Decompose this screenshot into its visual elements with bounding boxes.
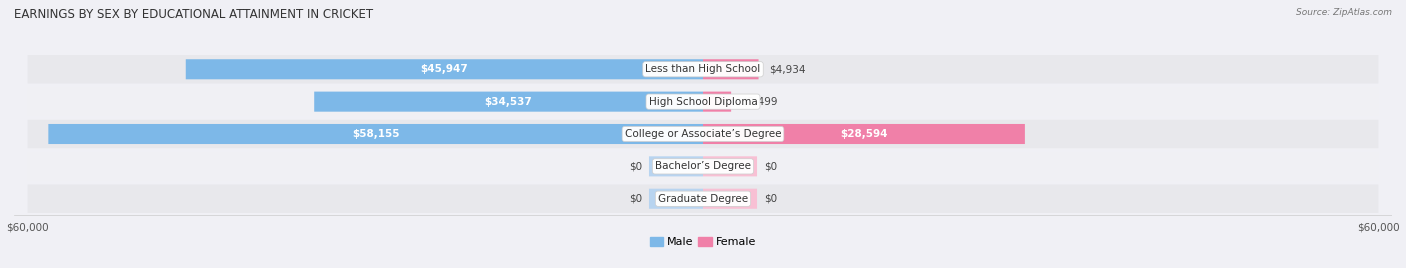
FancyBboxPatch shape	[28, 120, 1378, 148]
FancyBboxPatch shape	[703, 124, 1025, 144]
Text: $0: $0	[763, 194, 778, 204]
Text: $28,594: $28,594	[841, 129, 887, 139]
Text: College or Associate’s Degree: College or Associate’s Degree	[624, 129, 782, 139]
Text: Bachelor’s Degree: Bachelor’s Degree	[655, 161, 751, 171]
Text: $34,537: $34,537	[485, 97, 533, 107]
FancyBboxPatch shape	[650, 189, 703, 209]
FancyBboxPatch shape	[48, 124, 703, 144]
Text: High School Diploma: High School Diploma	[648, 97, 758, 107]
Text: $0: $0	[763, 161, 778, 171]
FancyBboxPatch shape	[703, 189, 756, 209]
FancyBboxPatch shape	[703, 156, 756, 176]
FancyBboxPatch shape	[28, 184, 1378, 213]
Text: $58,155: $58,155	[352, 129, 399, 139]
FancyBboxPatch shape	[650, 156, 703, 176]
FancyBboxPatch shape	[186, 59, 703, 79]
FancyBboxPatch shape	[28, 152, 1378, 181]
FancyBboxPatch shape	[703, 59, 759, 79]
Text: $0: $0	[628, 161, 643, 171]
FancyBboxPatch shape	[28, 55, 1378, 84]
FancyBboxPatch shape	[314, 92, 703, 112]
Text: Graduate Degree: Graduate Degree	[658, 194, 748, 204]
FancyBboxPatch shape	[703, 92, 731, 112]
Text: $4,934: $4,934	[769, 64, 806, 74]
Text: Source: ZipAtlas.com: Source: ZipAtlas.com	[1296, 8, 1392, 17]
Legend: Male, Female: Male, Female	[645, 233, 761, 252]
Text: $2,499: $2,499	[741, 97, 778, 107]
FancyBboxPatch shape	[28, 87, 1378, 116]
Text: $0: $0	[628, 194, 643, 204]
Text: $45,947: $45,947	[420, 64, 468, 74]
Text: EARNINGS BY SEX BY EDUCATIONAL ATTAINMENT IN CRICKET: EARNINGS BY SEX BY EDUCATIONAL ATTAINMEN…	[14, 8, 373, 21]
Text: Less than High School: Less than High School	[645, 64, 761, 74]
